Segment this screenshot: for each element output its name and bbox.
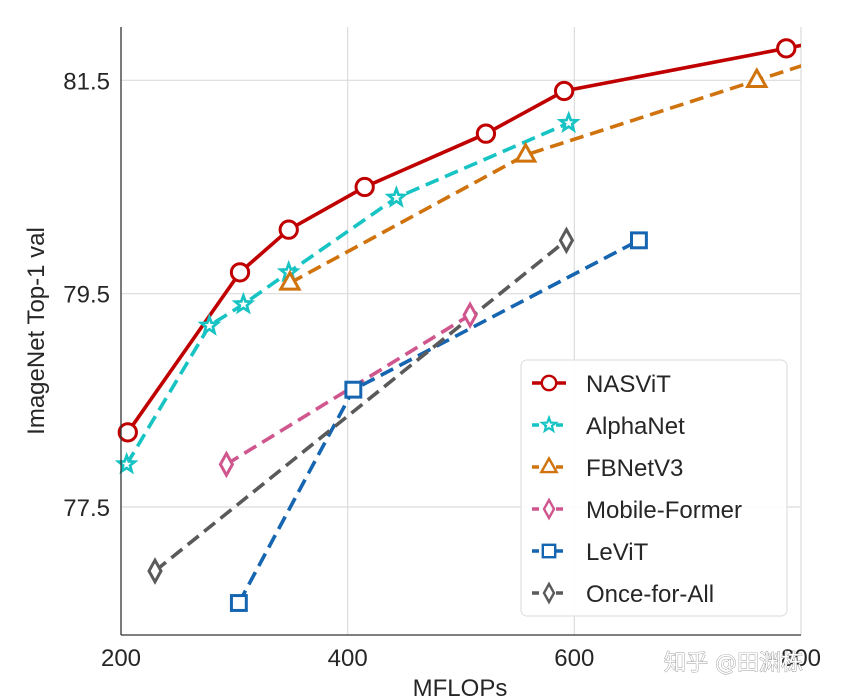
x-tick-label: 800	[781, 645, 821, 672]
legend: NASViT AlphaNet FBNetV3 Mobile-Former LeViT O…	[520, 359, 788, 617]
legend-marker-thin-diamond	[542, 497, 556, 521]
data-point-nasvit	[354, 176, 375, 198]
legend-marker-triangle	[539, 456, 559, 474]
data-point-nasvit	[475, 123, 497, 144]
series-line-nasvit	[126, 43, 801, 434]
legend-label: AlphaNet	[586, 413, 685, 440]
data-point-nasvit	[776, 38, 797, 59]
legend-entry: Mobile-Former	[532, 497, 742, 524]
data-point-nasvit	[278, 219, 299, 240]
legend-entry: AlphaNet	[532, 413, 685, 440]
legend-frame	[520, 359, 788, 617]
legend-marker-thin-diamond	[542, 581, 556, 605]
y-tick-label: 77.5	[63, 495, 110, 522]
data-point-fbnetv3	[745, 67, 769, 88]
data-point-mobile-former	[218, 450, 235, 479]
data-point-once-for-all	[558, 226, 575, 255]
legend-entry: FBNetV3	[532, 455, 683, 482]
legend-label: LeViT	[586, 539, 649, 566]
data-point-nasvit	[117, 422, 138, 443]
data-point-mobile-former	[462, 301, 478, 329]
x-axis-label: MFLOPs	[413, 675, 508, 698]
data-point-fbnetv3	[513, 141, 538, 163]
legend-entry: LeViT	[532, 539, 649, 566]
legend-label: Mobile-Former	[586, 497, 742, 524]
y-tick-label: 81.5	[63, 68, 110, 95]
series-line-once-for-all	[153, 238, 568, 573]
legend-label: NASViT	[586, 371, 671, 398]
data-point-levit	[344, 380, 363, 399]
legend-label: FBNetV3	[586, 455, 683, 482]
data-point-alphanet	[197, 313, 222, 336]
axes	[120, 27, 801, 636]
legend-label: Once-for-All	[586, 581, 714, 608]
legend-marker-circle	[540, 374, 558, 392]
data-point-levit	[629, 231, 648, 250]
data-point-alphanet	[556, 110, 581, 134]
series-line-alphanet	[125, 121, 570, 466]
x-tick-label: 400	[328, 645, 368, 672]
y-axis-label: ImageNet Top-1 val	[23, 227, 50, 435]
tick-labels: 200 400 600 800 77.5 79.5 81.5	[63, 68, 821, 672]
data-point-nasvit	[229, 262, 251, 283]
data-point-nasvit	[553, 80, 575, 102]
x-tick-label: 600	[554, 645, 594, 672]
legend-entry: Once-for-All	[532, 581, 714, 608]
data-point-alphanet	[384, 185, 409, 208]
data-point-alphanet	[231, 291, 256, 315]
series-line-mobile-former	[225, 313, 472, 466]
data-point-levit	[229, 594, 248, 612]
data-point-fbnetv3	[278, 269, 302, 291]
y-tick-label: 79.5	[63, 282, 110, 309]
legend-marker-square	[541, 543, 557, 559]
series-line-fbnetv3	[289, 64, 801, 285]
legend-entry: NASViT	[532, 371, 671, 398]
x-tick-label: 200	[101, 645, 141, 672]
legend-marker-star	[539, 414, 559, 434]
data-point-once-for-all	[147, 557, 163, 585]
marker-layer	[114, 38, 797, 612]
watermark: 知乎 @田渊栋	[664, 651, 803, 676]
